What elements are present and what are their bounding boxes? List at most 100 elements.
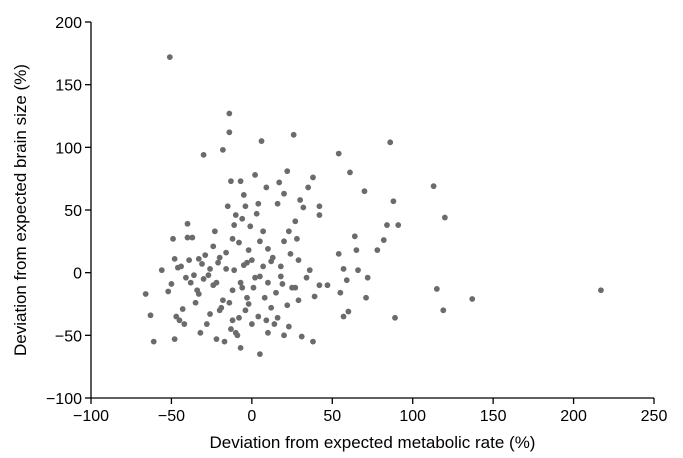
data-point: [247, 223, 254, 230]
data-point: [207, 266, 213, 272]
data-point: [295, 297, 302, 304]
data-point: [290, 131, 297, 138]
data-point: [440, 307, 447, 314]
data-point: [195, 291, 202, 297]
x-tick-label: −100: [73, 408, 109, 425]
data-point: [176, 317, 183, 324]
x-tick-label: 100: [399, 408, 426, 425]
data-point: [242, 307, 249, 314]
y-tick-label: 150: [55, 78, 82, 95]
data-point: [171, 255, 178, 262]
data-point: [223, 266, 230, 272]
data-point: [192, 299, 199, 306]
data-point: [184, 234, 191, 241]
data-point: [184, 220, 191, 227]
data-point: [343, 277, 350, 284]
data-point: [316, 282, 323, 289]
data-point: [295, 257, 302, 264]
data-point: [347, 169, 353, 176]
data-point: [281, 238, 287, 245]
data-point: [216, 254, 223, 261]
data-point: [340, 313, 347, 320]
data-point: [216, 307, 223, 314]
data-point: [255, 200, 262, 207]
data-point: [220, 297, 226, 304]
data-point: [292, 284, 299, 291]
data-point: [189, 234, 196, 241]
data-point: [187, 279, 194, 286]
data-point: [215, 259, 221, 266]
data-point: [211, 228, 218, 235]
data-point: [237, 344, 244, 351]
x-tick-label: 0: [247, 408, 256, 425]
data-point: [245, 247, 252, 254]
data-point: [166, 54, 173, 60]
data-point: [345, 308, 352, 315]
data-point: [221, 338, 228, 345]
data-point: [223, 249, 230, 256]
data-point: [220, 146, 226, 153]
x-axis-label: Deviation from expected metabolic rate (…: [210, 433, 536, 452]
data-point: [226, 110, 233, 117]
y-tick-label: 50: [64, 203, 82, 220]
data-point: [263, 317, 270, 324]
data-point: [390, 198, 397, 205]
data-point: [165, 288, 172, 295]
data-point: [210, 282, 217, 289]
data-point: [298, 333, 305, 340]
data-point: [202, 252, 209, 259]
x-tick-label: 150: [480, 408, 507, 425]
data-point: [311, 293, 318, 300]
data-point: [433, 286, 440, 292]
data-point: [244, 294, 250, 301]
data-point: [268, 304, 275, 311]
data-point: [281, 332, 287, 339]
data-point: [150, 338, 157, 345]
data-point: [285, 323, 292, 330]
data-point: [147, 312, 154, 319]
data-point: [380, 237, 387, 243]
data-point: [257, 238, 263, 245]
data-point: [300, 204, 307, 211]
data-point: [226, 299, 233, 306]
data-point: [229, 287, 236, 294]
data-point: [364, 274, 371, 281]
data-point: [337, 289, 344, 296]
data-point: [269, 254, 276, 261]
data-point: [244, 259, 250, 266]
data-point: [158, 267, 165, 274]
data-point: [257, 351, 263, 358]
data-point: [183, 274, 189, 281]
data-point: [277, 273, 284, 280]
data-point: [598, 287, 604, 294]
data-point: [258, 138, 265, 144]
data-point: [261, 294, 268, 301]
data-point: [213, 336, 220, 342]
data-point: [240, 192, 247, 198]
data-point: [292, 218, 299, 225]
data-point: [387, 139, 394, 146]
data-point: [265, 329, 271, 336]
data-point: [274, 200, 281, 207]
data-point: [260, 228, 267, 235]
data-point: [271, 321, 278, 327]
data-point: [287, 250, 294, 257]
data-point: [203, 321, 210, 327]
plot-area: −100 −50 0 50 100 150 200 250 −100 −50 0 50 100 150 2…: [46, 15, 667, 425]
data-point: [297, 197, 304, 203]
data-point: [310, 338, 316, 345]
data-point: [284, 302, 291, 309]
data-point: [255, 313, 262, 320]
x-tick-label: 200: [560, 408, 587, 425]
data-point: [181, 321, 188, 327]
data-point: [284, 168, 291, 175]
data-point: [374, 247, 381, 254]
data-point: [281, 190, 287, 197]
data-point: [430, 183, 437, 190]
data-point: [200, 151, 207, 158]
data-point: [340, 266, 347, 272]
data-point: [384, 222, 390, 228]
x-tick-label: 250: [641, 408, 668, 425]
data-point: [179, 306, 186, 312]
